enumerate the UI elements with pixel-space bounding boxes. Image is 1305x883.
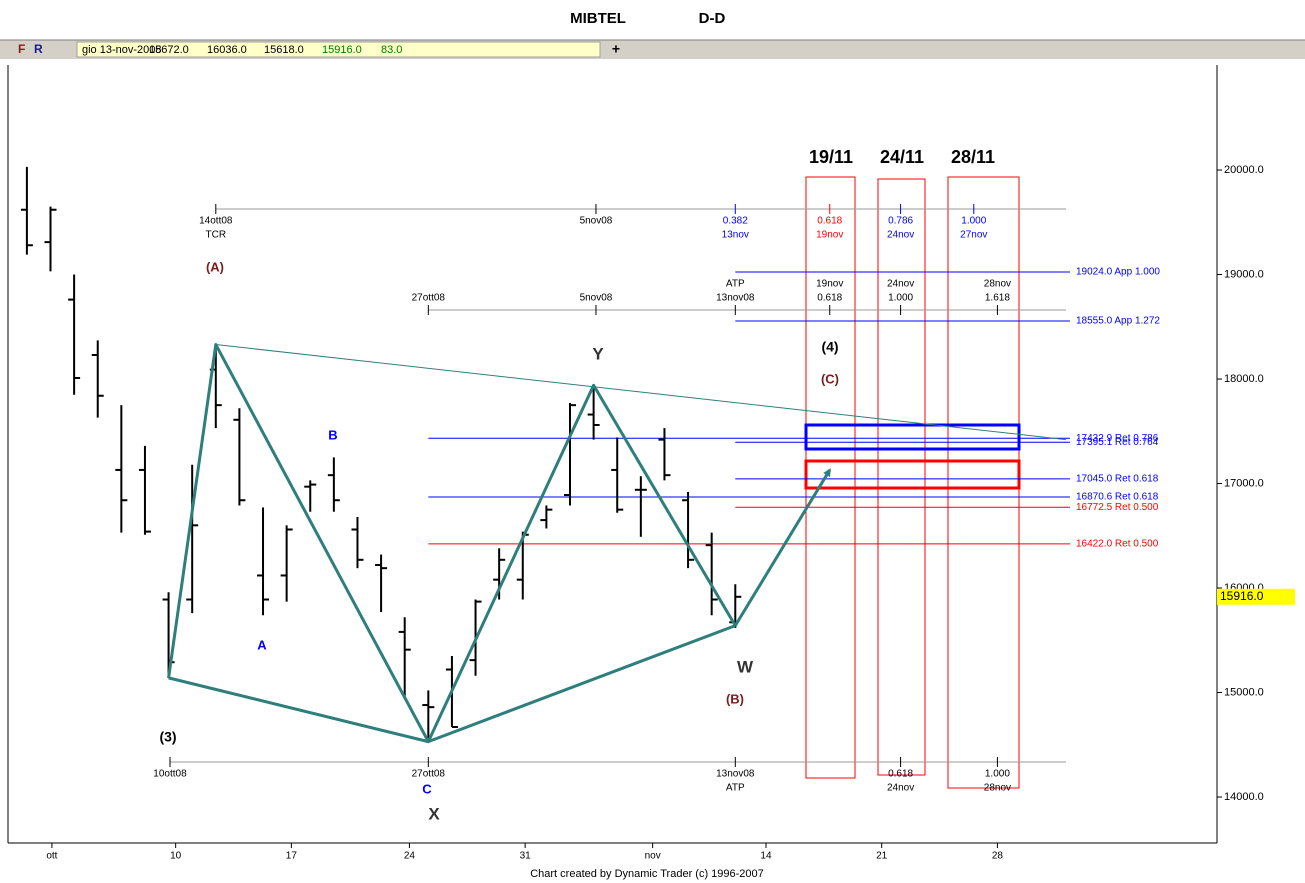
y-tick-label: 20000.0 — [1224, 164, 1264, 176]
time-window-label: 19/11 — [809, 147, 853, 167]
chart-period: D-D — [699, 10, 726, 27]
wave-label: (B) — [726, 691, 744, 706]
ruler-label: 10ott08 — [153, 769, 187, 780]
ruler-label: 1.000 — [888, 293, 913, 304]
toolbar-button[interactable]: R — [34, 42, 43, 56]
ruler-label: 28nov — [984, 279, 1011, 290]
level-label: 19024.0 App 1.000 — [1076, 267, 1160, 278]
wave-label: C — [422, 781, 432, 796]
time-window-label: 28/11 — [951, 147, 995, 167]
ruler-label: ATP — [726, 279, 745, 290]
price-zone-box — [804, 423, 1021, 451]
ruler-label: 24nov — [887, 783, 914, 794]
ruler-label: 1.000 — [961, 216, 986, 227]
wave-label: (4) — [821, 339, 838, 355]
quote-high: 16036.0 — [207, 44, 247, 56]
quote-date: gio 13-nov-2008 — [82, 44, 162, 56]
ruler-label: 0.618 — [817, 216, 842, 227]
wave-label: X — [428, 804, 440, 823]
pattern-line — [734, 468, 832, 627]
x-tick-label: ott — [46, 851, 57, 862]
footer: Chart created by Dynamic Trader (c) 1996… — [530, 868, 764, 880]
ruler-label: 13nov — [722, 230, 749, 241]
quote-change: 83.0 — [381, 44, 402, 56]
level-label: 16772.5 Ret 0.500 — [1076, 502, 1159, 513]
wave-label: (A) — [206, 259, 224, 274]
y-tick-label: 17000.0 — [1224, 477, 1264, 489]
wave-label: Y — [592, 344, 604, 363]
level-label: 16870.6 Ret 0.618 — [1076, 492, 1159, 503]
time-window-label: 24/11 — [880, 147, 924, 167]
ruler-label: 0.382 — [723, 216, 748, 227]
x-tick-label: 17 — [286, 851, 298, 862]
ruler-label: 0.618 — [817, 293, 842, 304]
ruler-label: 1.000 — [985, 769, 1010, 780]
ruler-label: 24nov — [887, 279, 914, 290]
chart-title: MIBTEL — [570, 10, 626, 27]
y-tick-label: 15000.0 — [1224, 686, 1264, 698]
toolbar-button[interactable]: F — [18, 42, 25, 56]
quote-low: 15618.0 — [264, 44, 304, 56]
ruler-label: ATP — [726, 783, 745, 794]
y-tick-label: 18000.0 — [1224, 373, 1264, 385]
ruler-label: 5nov08 — [580, 293, 613, 304]
pattern-line — [168, 624, 736, 744]
last-price-label: 15916.0 — [1220, 589, 1264, 603]
ruler-label: 19nov — [816, 279, 843, 290]
y-tick-label: 19000.0 — [1224, 268, 1264, 280]
wave-label: A — [257, 637, 267, 652]
ruler-label: 5nov08 — [580, 216, 613, 227]
level-label: 18555.0 App 1.272 — [1076, 316, 1160, 327]
wave-label: (C) — [821, 371, 839, 386]
last-price-box — [1217, 588, 1295, 605]
quote-open: 15672.0 — [149, 44, 189, 56]
wave-label: (3) — [159, 729, 176, 745]
x-tick-label: 10 — [170, 851, 182, 862]
x-tick-label: 21 — [876, 851, 888, 862]
level-label: 17395.1 Ret 0.764 — [1076, 437, 1159, 448]
ruler-label: 0.786 — [888, 216, 913, 227]
ruler-label: 0.618 — [888, 769, 913, 780]
pattern-line — [215, 344, 1066, 441]
ruler-label: 19nov — [816, 230, 843, 241]
level-label: 16422.0 Ret 0.500 — [1076, 539, 1159, 550]
ruler-label: 1.618 — [985, 293, 1010, 304]
level-label: 17045.0 Ret 0.618 — [1076, 473, 1159, 484]
level-label: 17432.9 Ret 0.786 — [1076, 433, 1159, 444]
x-tick-label: 28 — [992, 851, 1004, 862]
x-tick-label: 31 — [520, 851, 532, 862]
ruler-label: 27nov — [960, 230, 987, 241]
time-window-box — [877, 178, 926, 776]
ruler-label: 24nov — [887, 230, 914, 241]
price-zone-box — [804, 459, 1021, 490]
ruler-label: 27ott08 — [412, 293, 446, 304]
x-tick-label: 14 — [760, 851, 772, 862]
x-tick-label: 24 — [404, 851, 416, 862]
y-tick-label: 14000.0 — [1224, 791, 1264, 803]
cursor-icon[interactable]: + — [612, 41, 620, 57]
quote-close: 15916.0 — [322, 44, 362, 56]
ruler-label: 28nov — [984, 783, 1011, 794]
x-tick-label: nov — [645, 851, 661, 862]
ruler-label: 14ott08 — [199, 216, 233, 227]
ruler-label: TCR — [206, 230, 227, 241]
ruler-label: 13nov08 — [716, 293, 755, 304]
wave-label: B — [328, 427, 337, 442]
ruler-label: 13nov08 — [716, 769, 755, 780]
quote-box — [76, 41, 601, 58]
ruler-label: 27ott08 — [412, 769, 446, 780]
wave-label: W — [737, 657, 754, 676]
